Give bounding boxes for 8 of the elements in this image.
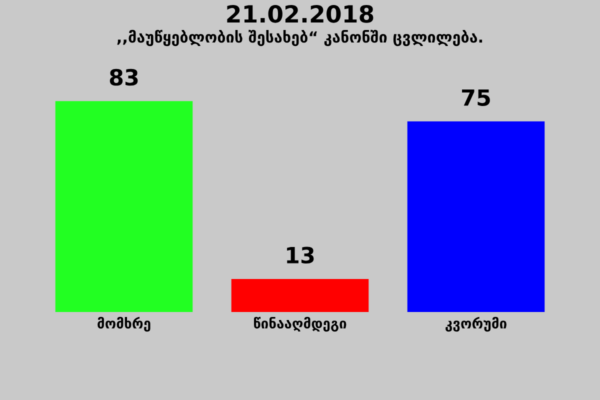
data-label: 83 (110, 68, 138, 86)
x-tick-label: კვორუმი (446, 316, 506, 332)
chart-subtitle: ,,მაუწყებლობის შესახებ“ კანონში ცვლილება. (117, 30, 482, 46)
data-label: 13 (287, 246, 314, 264)
data-label: 75 (462, 89, 490, 106)
x-tick-label: წინააღმდეგი (254, 316, 346, 332)
x-tick-label: მომხრე (98, 316, 150, 332)
chart-title: 21.02.2018 (227, 4, 374, 23)
